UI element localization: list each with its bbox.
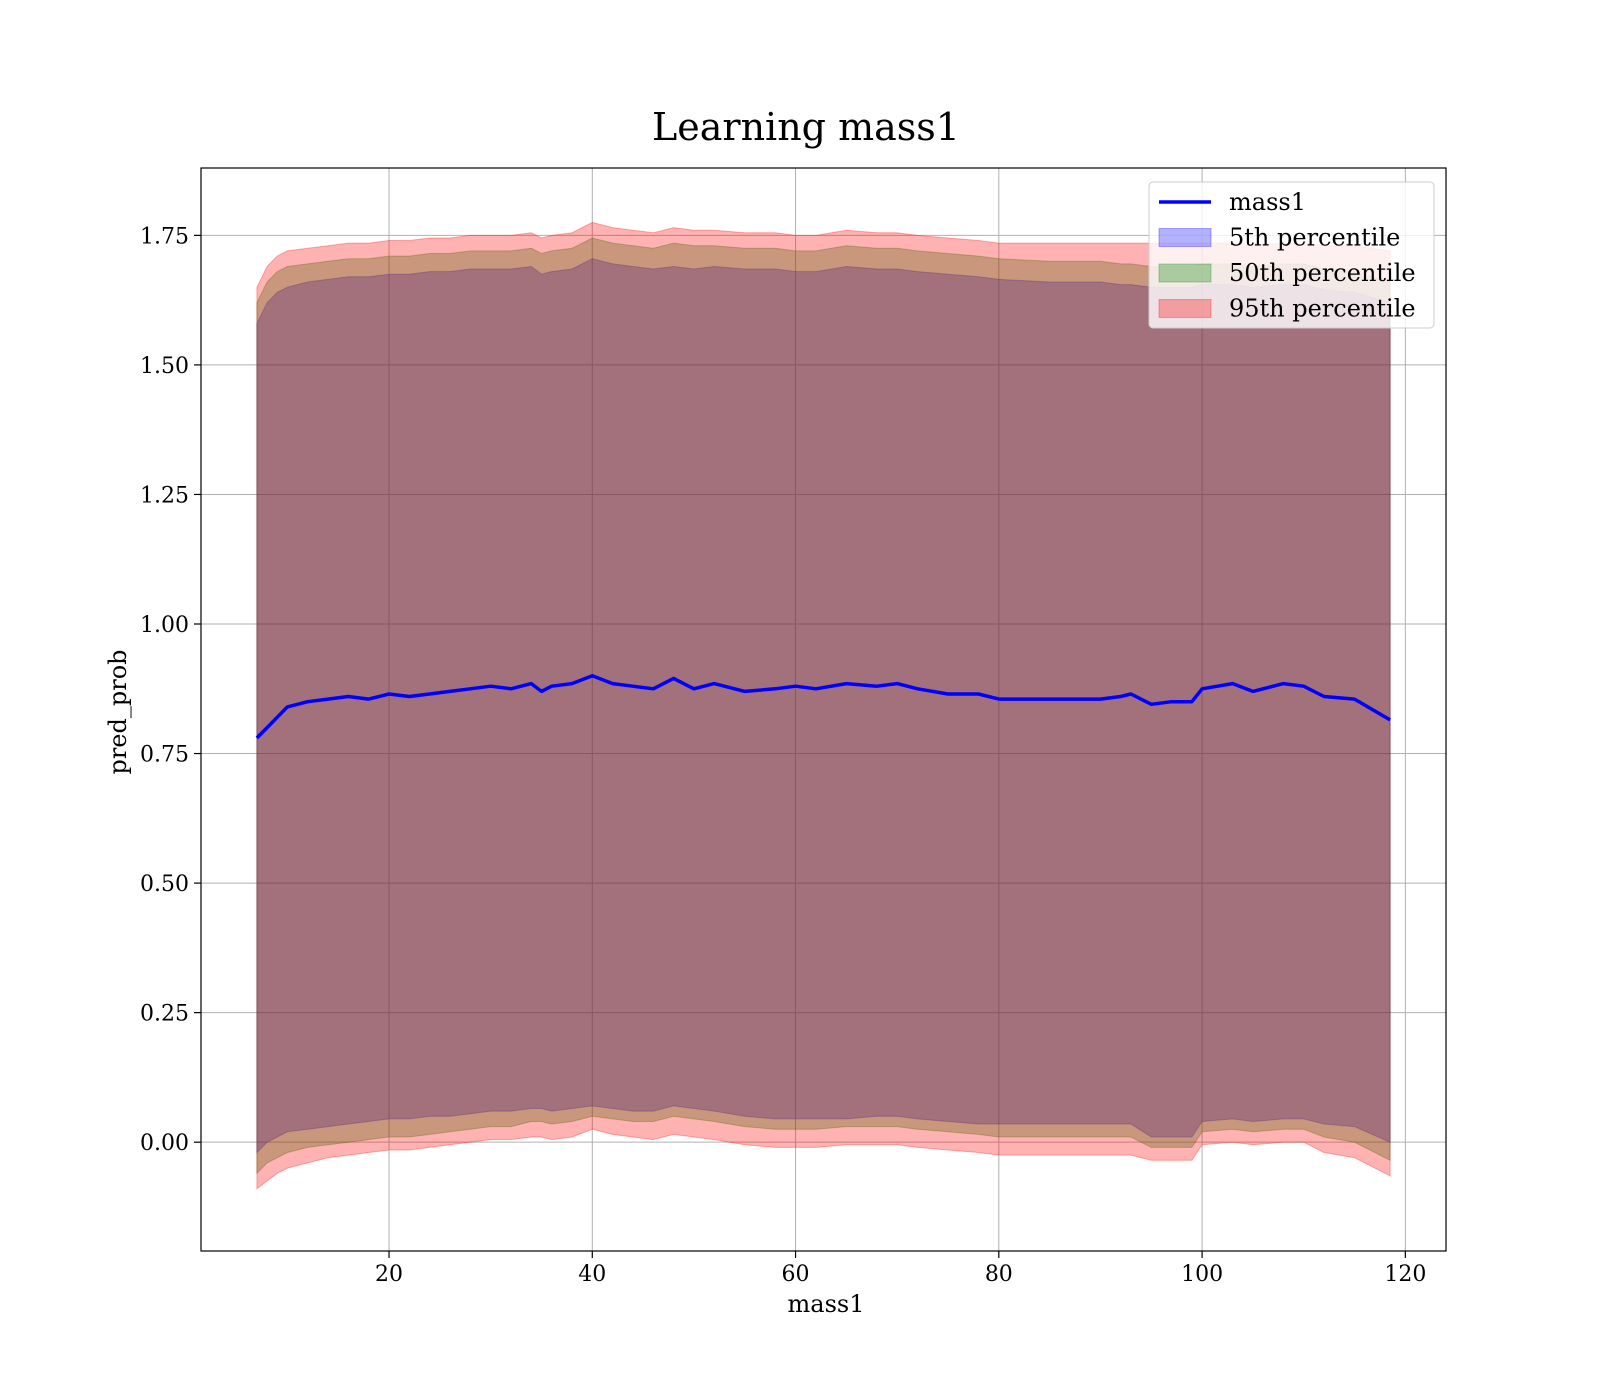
legend: mass1 5th percentile 50th percentile 95th p… — [1148, 181, 1435, 329]
x-tick-label: 60 — [782, 1262, 810, 1287]
band-5th-percentile — [256, 258, 1391, 1154]
y-tick-label: 1.75 — [140, 224, 189, 249]
legend-label: 95th percentile — [1229, 295, 1416, 323]
x-tick-label: 80 — [985, 1262, 1013, 1287]
x-tick-label: 20 — [375, 1262, 403, 1287]
series-lines — [255, 674, 1391, 740]
series-line-mass1 — [255, 674, 1391, 740]
y-tick-label: 1.00 — [140, 613, 189, 638]
legend-box — [1148, 181, 1435, 329]
percentile-bands — [256, 221, 1391, 1190]
y-tick-label: 0.75 — [140, 743, 189, 768]
legend-swatch — [1158, 263, 1212, 283]
plot-frame — [200, 167, 1447, 1252]
band-95th-percentile — [256, 221, 1391, 1190]
legend-label: mass1 — [1229, 188, 1306, 216]
x-axis-label: mass1 — [788, 1290, 865, 1318]
y-tick-label: 0.25 — [140, 1002, 189, 1027]
legend-swatch — [1158, 299, 1212, 318]
chart-title: Learning mass1 — [652, 105, 960, 149]
y-axis-label: pred_prob — [104, 649, 132, 774]
legend-swatch — [1158, 228, 1212, 247]
x-tick-label: 100 — [1181, 1262, 1223, 1287]
x-tick-label: 40 — [578, 1262, 606, 1287]
band-50th-percentile — [256, 237, 1391, 1175]
legend-label: 50th percentile — [1229, 259, 1416, 287]
x-axis-ticks: 20 40 60 80 100 120 — [375, 1251, 1426, 1287]
y-tick-label: 0.00 — [140, 1131, 189, 1156]
y-tick-label: 1.50 — [140, 354, 189, 379]
y-tick-label: 0.50 — [140, 872, 189, 897]
y-tick-label: 1.25 — [140, 483, 189, 508]
y-axis-ticks: 0.00 0.25 0.50 0.75 1.00 1.25 1.50 1.75 — [140, 224, 201, 1156]
legend-label: 5th percentile — [1229, 224, 1400, 252]
x-tick-label: 120 — [1384, 1262, 1426, 1287]
